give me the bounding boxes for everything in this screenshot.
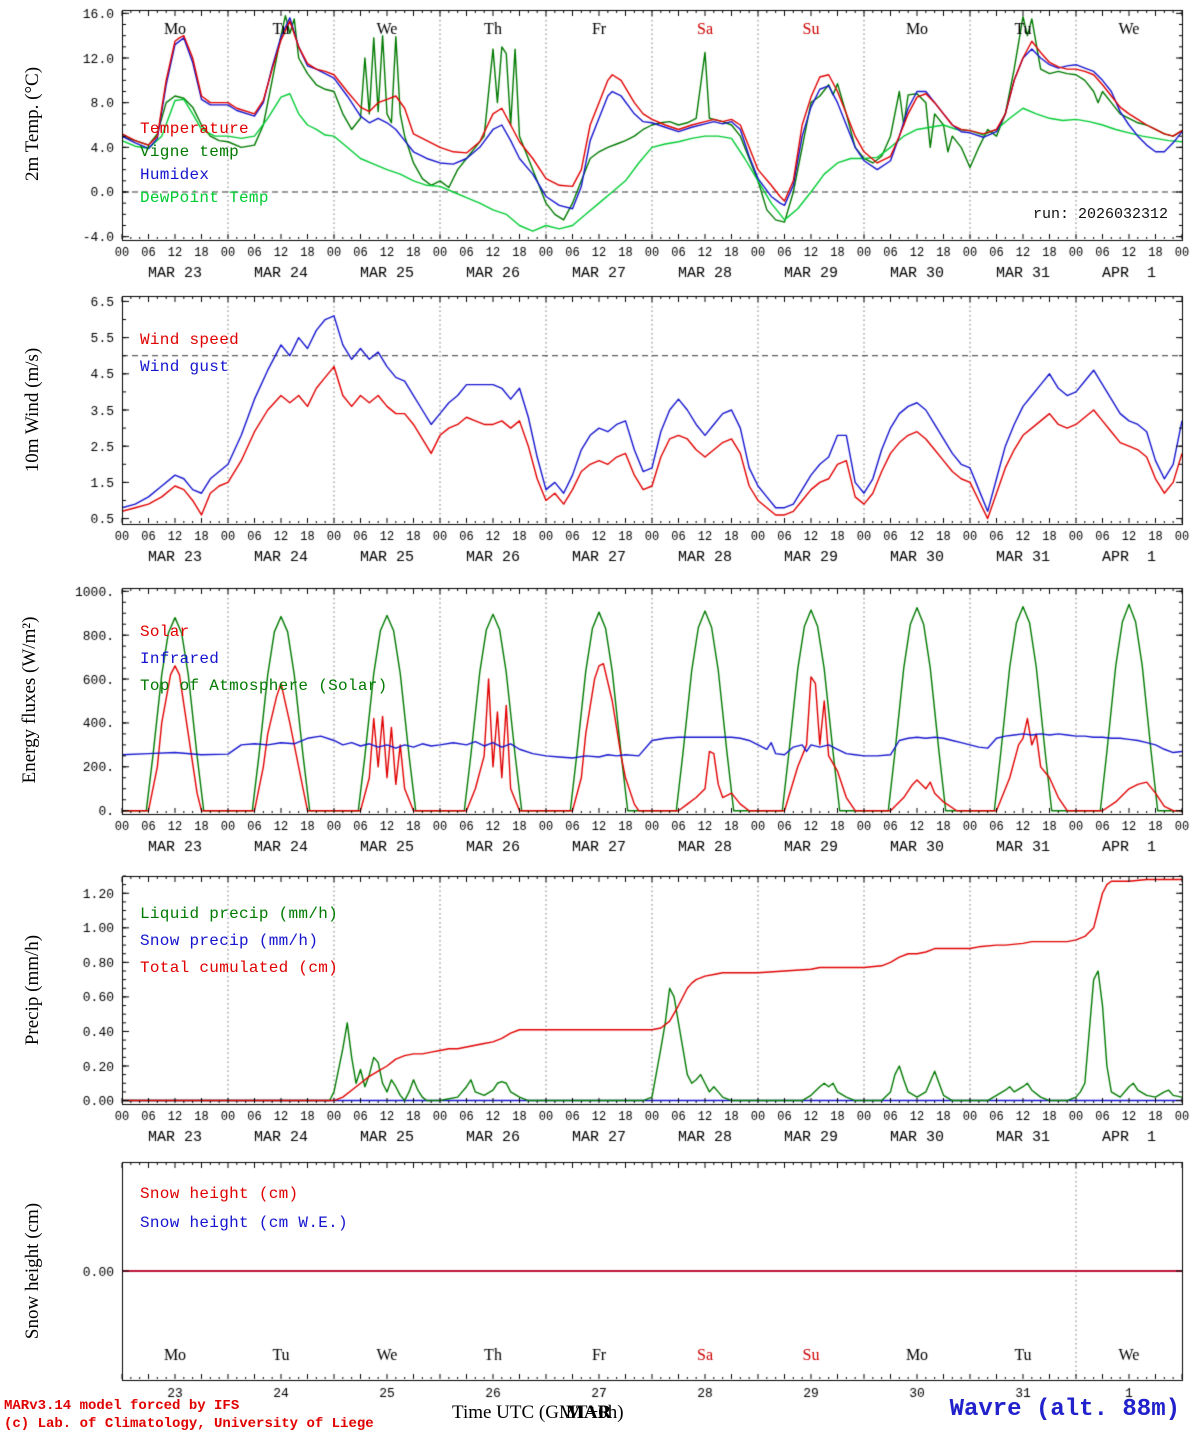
snow-panel-legend: Snow height (cm) Snow height (cm W.E.) [140, 1180, 348, 1238]
y-axis-title-precip: Precip (mm/h) [22, 934, 43, 1046]
legend-item-snow-height-we: Snow height (cm W.E.) [140, 1214, 348, 1232]
legend-item-dewpoint-temp: DewPoint Temp [140, 189, 269, 207]
precip-panel-legend: Liquid precip (mm/h) Snow precip (mm/h) … [140, 901, 338, 982]
station-label: Wavre (alt. 88m) [949, 1396, 1180, 1423]
lab-credit: (c) Lab. of Climatology, University of L… [4, 1416, 374, 1432]
y-axis-title-energy: Energy fluxes (W/m²) [19, 616, 40, 784]
legend-item-solar: Solar [140, 623, 190, 641]
model-credit: MARv3.14 model forced by IFS [4, 1398, 240, 1414]
legend-item-snow-height: Snow height (cm) [140, 1185, 299, 1203]
legend-item-liquid-precip: Liquid precip (mm/h) [140, 905, 339, 923]
run-timestamp: run: 2026032312 [1032, 206, 1168, 223]
legend-item-infrared: Infrared [140, 650, 220, 668]
energy-panel-legend: Solar Infrared Top of Atmosphere (Solar) [140, 619, 388, 700]
wind-panel-legend: Wind speed Wind gust [140, 327, 239, 381]
legend-item-temperature: Temperature [140, 120, 249, 138]
model-name-label: MAR [566, 1402, 612, 1423]
y-axis-title-temperature: 2m Temp. (°C) [22, 66, 43, 182]
legend-item-total-cumulated: Total cumulated (cm) [140, 959, 339, 977]
legend-item-vigne-temp: Vigne temp [140, 143, 240, 161]
legend-item-snow-precip: Snow precip (mm/h) [140, 932, 319, 950]
legend-item-wind-gust: Wind gust [140, 358, 230, 376]
y-axis-title-snow: Snow height (cm) [22, 1202, 43, 1340]
legend-item-humidex: Humidex [140, 166, 210, 184]
temperature-panel-legend: Temperature Vigne temp Humidex DewPoint … [140, 118, 269, 210]
legend-item-toa-solar: Top of Atmosphere (Solar) [140, 677, 388, 695]
y-axis-title-wind: 10m Wind (m/s) [22, 347, 43, 473]
time-axis-label: Time UTC (GMT+0h) [452, 1402, 624, 1423]
legend-item-wind-speed: Wind speed [140, 331, 240, 349]
